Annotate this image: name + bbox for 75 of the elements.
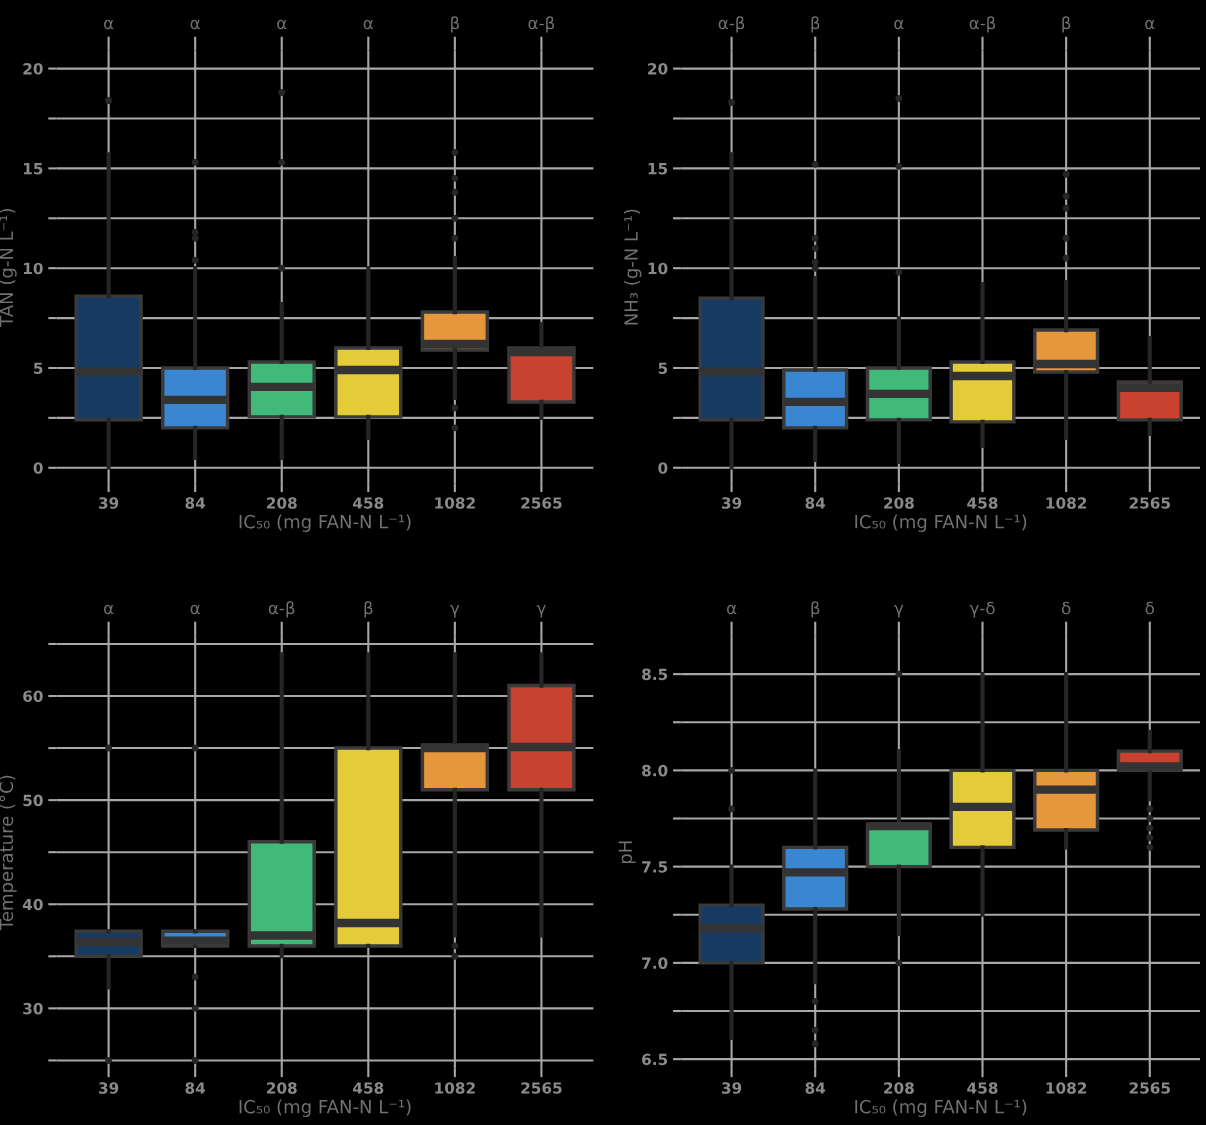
annotation: α (363, 19, 373, 30)
y-tick-label: 15 (648, 163, 668, 175)
annotation: β (451, 16, 459, 33)
x-tick-label: 39 (721, 1082, 742, 1094)
x-tick-label: 458 (967, 497, 998, 509)
y-tick-label: 15 (23, 163, 43, 175)
y-tick-label: 20 (23, 63, 43, 75)
annotation: α (727, 604, 737, 615)
annotation: δ (1061, 601, 1071, 615)
x-axis-title: IC₅₀ (mg FAN-N L⁻¹) (239, 514, 411, 532)
annotation: β (811, 16, 820, 33)
x-tick-label: 84 (805, 1082, 826, 1094)
annotation: α (1145, 19, 1155, 30)
annotation: α (190, 19, 200, 30)
annotation: β (364, 601, 373, 618)
annotation: α-β (268, 601, 295, 618)
y-tick-label: 7.0 (642, 957, 668, 969)
x-tick-label: 84 (185, 497, 206, 509)
x-tick-label: 458 (967, 1082, 998, 1094)
y-tick-label: 50 (23, 794, 43, 807)
x-tick-label: 1082 (1046, 497, 1087, 509)
y-tick-label: 40 (22, 898, 43, 911)
x-tick-label: 208 (884, 497, 914, 509)
x-axis-title: IC₅₀ (mg FAN-N L⁻¹) (855, 514, 1027, 532)
x-tick-label: 208 (267, 1082, 297, 1094)
x-tick-label: 2565 (521, 497, 562, 509)
annotation: α (277, 19, 287, 30)
x-tick-label: 84 (185, 1082, 206, 1094)
annotation: γ (536, 604, 546, 618)
annotation: β (811, 601, 820, 618)
y-tick-label: 30 (23, 1002, 43, 1015)
y-tick-label: 8.5 (642, 668, 668, 681)
x-tick-label: 208 (884, 1082, 914, 1094)
y-tick-label: 0 (33, 462, 43, 474)
x-tick-label: 1082 (1046, 1082, 1087, 1094)
annotation: δ (1145, 601, 1154, 615)
y-axis-title: NH₃ (g-N L⁻¹) (623, 209, 642, 325)
y-tick-label: 20 (648, 63, 668, 75)
y-tick-label: 5 (34, 362, 43, 375)
x-tick-label: 1082 (435, 497, 475, 509)
y-tick-label: 7.5 (642, 861, 668, 873)
x-tick-label: 1082 (435, 1082, 475, 1094)
x-tick-label: 39 (721, 497, 742, 509)
x-tick-label: 2565 (1129, 497, 1170, 509)
annotation: β (1062, 16, 1071, 33)
annotation: α (104, 19, 114, 30)
y-tick-label: 8.0 (642, 764, 668, 777)
annotation: α (104, 604, 114, 615)
annotation: γ (894, 604, 904, 618)
annotation: α-β (528, 16, 555, 33)
y-tick-label: 0 (658, 462, 668, 474)
y-axis-title: pH (618, 841, 636, 864)
y-tick-label: 60 (23, 690, 43, 703)
y-tick-label: 10 (23, 262, 43, 275)
annotation: α (190, 604, 200, 615)
y-axis-title: Temperature (°C) (0, 775, 17, 931)
x-tick-label: 458 (353, 497, 384, 509)
x-tick-label: 208 (267, 497, 297, 509)
y-tick-label: 10 (648, 262, 668, 275)
x-tick-label: 39 (99, 1082, 119, 1094)
x-axis-title: IC₅₀ (mg FAN-N L⁻¹) (855, 1099, 1027, 1117)
x-tick-label: 458 (353, 1082, 384, 1094)
y-axis-title: TAN (g-N L⁻¹) (0, 209, 17, 327)
x-tick-label: 2565 (521, 1082, 562, 1094)
annotation: α (894, 19, 904, 30)
annotation: α-β (969, 16, 996, 33)
annotation: γ-δ (969, 601, 995, 618)
annotation: α-β (718, 16, 745, 33)
x-tick-label: 84 (805, 497, 826, 509)
annotation: γ (450, 604, 460, 618)
x-tick-label: 2565 (1129, 1082, 1170, 1094)
y-tick-label: 5 (658, 362, 668, 375)
x-tick-label: 39 (99, 497, 119, 509)
y-tick-label: 6.5 (642, 1053, 668, 1066)
x-axis-title: IC₅₀ (mg FAN-N L⁻¹) (239, 1099, 411, 1117)
